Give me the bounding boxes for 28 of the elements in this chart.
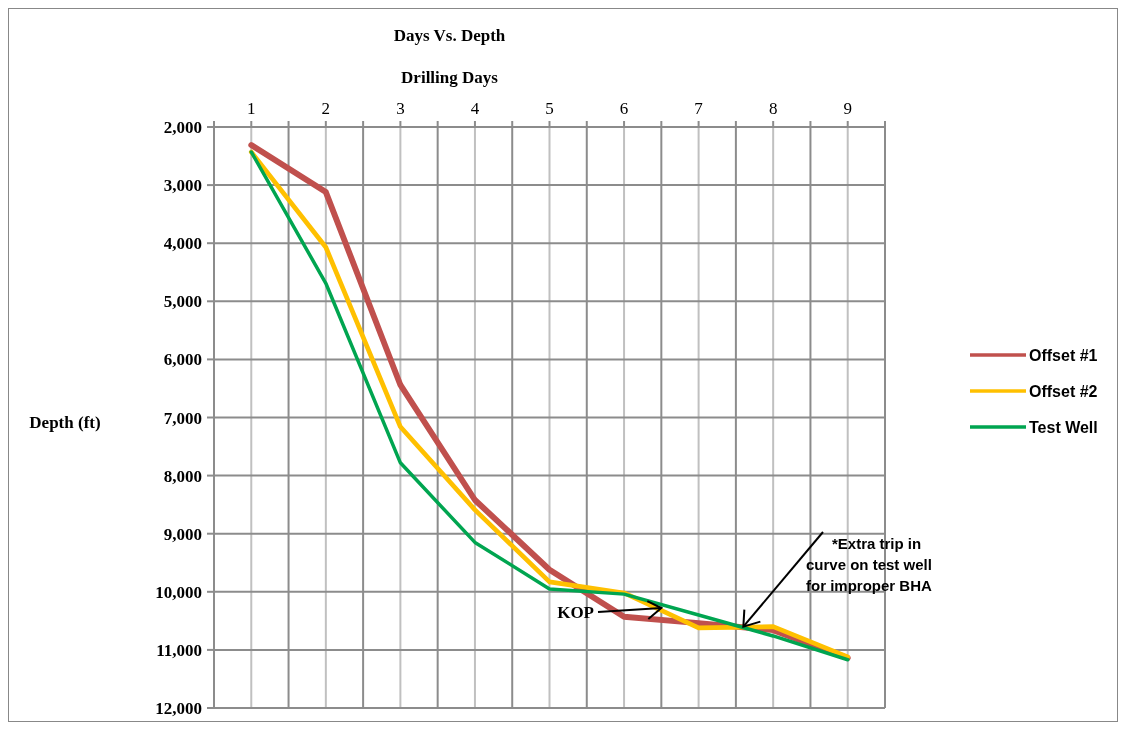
- y-tick-label: 8,000: [163, 466, 202, 486]
- x-tick-label: 8: [768, 99, 778, 118]
- legend-label: Offset #2: [1029, 383, 1098, 400]
- x-tick-label: 6: [619, 99, 629, 118]
- y-tick-label: 3,000: [163, 176, 202, 196]
- y-tick-label: 5,000: [163, 292, 202, 312]
- legend-label: Offset #1: [1029, 347, 1098, 364]
- y-tick-label: 6,000: [163, 350, 202, 370]
- y-tick-label: 2,000: [163, 118, 202, 137]
- x-tick-label: 4: [470, 99, 480, 118]
- chart-title: Days Vs. Depth: [393, 26, 506, 45]
- annotation: KOP: [557, 603, 594, 622]
- x-tick-label: 2: [321, 99, 331, 118]
- y-tick-label: 11,000: [156, 640, 202, 660]
- y-tick-label: 12,000: [155, 699, 202, 718]
- y-tick-label: 4,000: [163, 234, 202, 254]
- x-tick-label: 3: [396, 99, 405, 118]
- x-tick-label: 9: [843, 99, 852, 118]
- y-axis-title: Depth (ft): [29, 413, 101, 432]
- x-axis-title: Drilling Days: [401, 68, 499, 87]
- y-tick-label: 10,000: [155, 582, 202, 602]
- legend-label: Test Well: [1029, 419, 1098, 436]
- x-tick-label: 1: [247, 99, 256, 118]
- x-tick-label: 7: [694, 99, 704, 118]
- x-tick-label: 5: [545, 99, 554, 118]
- y-tick-label: 7,000: [163, 408, 202, 428]
- annotation: *Extra trip in curve on test well for improper BHA: [806, 535, 932, 594]
- y-tick-label: 9,000: [163, 524, 202, 544]
